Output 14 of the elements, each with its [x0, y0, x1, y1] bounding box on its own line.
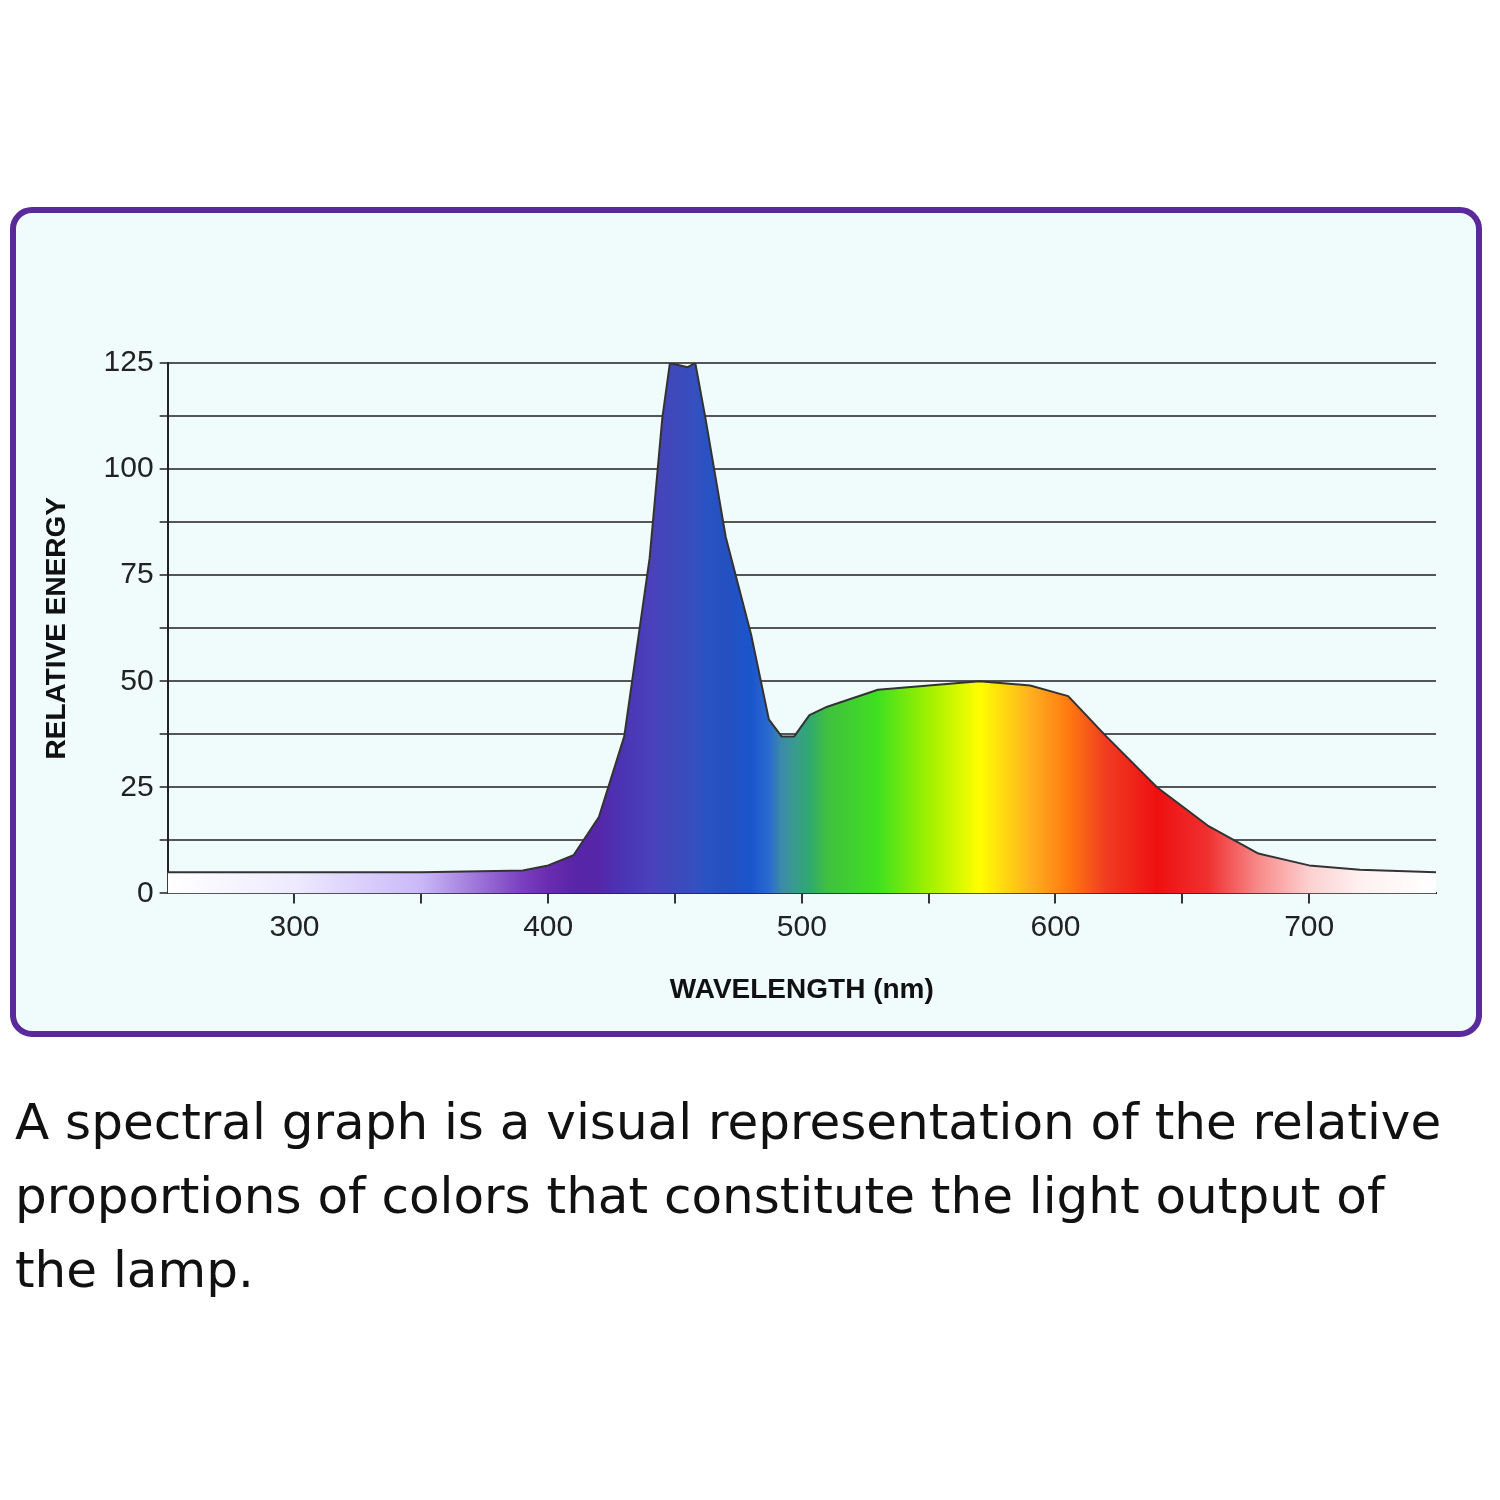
y-tick-label: 25 — [120, 768, 154, 802]
text: A spectral graph is a visual representation of the relative proportions of colors that constitute the light output of the lamp. — [15, 1092, 1443, 1301]
x-axis-title: WAVELENGTH (nm) — [669, 972, 934, 1004]
x-tick-label: 400 — [523, 908, 574, 942]
y-tick-label: 100 — [103, 450, 154, 484]
y-tick-label: 50 — [120, 662, 154, 696]
y-tick-label: 0 — [136, 874, 154, 908]
y-tick-label: 75 — [120, 556, 154, 590]
x-tick-label: 600 — [1030, 908, 1081, 942]
x-tick-label: 700 — [1284, 908, 1335, 942]
x-tick-label: 500 — [776, 908, 827, 942]
x-tick-label: 300 — [269, 908, 320, 942]
y-tick-label: 125 — [103, 344, 154, 378]
y-axis-title: RELATIVE ENERGY — [39, 496, 71, 760]
